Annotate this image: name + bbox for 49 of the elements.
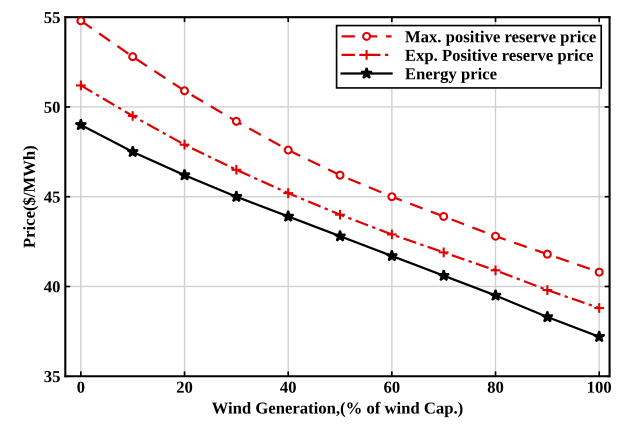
point (232, 116, 241, 126)
y-tick-label: 45 (44, 192, 60, 203)
point (230, 190, 243, 202)
y-tick-label: 35 (44, 370, 60, 382)
point (178, 138, 190, 151)
x-axis-title: Wind Generation,(% of wind Cap.) (212, 402, 462, 418)
point (491, 232, 500, 241)
point (592, 330, 606, 342)
point (542, 250, 552, 259)
point (74, 118, 88, 130)
point (282, 210, 295, 222)
point (336, 170, 345, 180)
x-tick-label: 100 (588, 382, 612, 393)
point (490, 264, 502, 276)
point (437, 269, 450, 282)
point (438, 246, 450, 258)
point (386, 249, 398, 262)
point (126, 145, 140, 158)
y-tick-label: 50 (44, 102, 60, 113)
point (284, 146, 293, 155)
y-tick-label: 40 (44, 281, 60, 292)
x-tick-label: 40 (280, 382, 296, 393)
x-tick-label: 0 (77, 382, 84, 393)
point (282, 187, 294, 200)
point (126, 110, 139, 122)
x-tick-label: 20 (176, 382, 192, 393)
y-axis-title: Price($/MWh) (22, 146, 38, 248)
point (230, 164, 242, 176)
point (386, 228, 398, 240)
x-tick-label: 80 (488, 382, 504, 393)
x-tick-label: 60 (384, 382, 400, 393)
point (334, 230, 346, 242)
point (387, 192, 396, 202)
legend-label: Energy price (405, 68, 497, 83)
point (178, 168, 191, 181)
y-tick-label: 55 (44, 12, 60, 24)
point (594, 268, 604, 277)
legend-label: Max. positive reserve price (405, 30, 596, 46)
point (74, 80, 87, 92)
point (593, 302, 606, 314)
point (76, 17, 86, 26)
legend-label: Exp. Positive reserve price (405, 49, 594, 64)
point (128, 52, 138, 62)
point (439, 212, 448, 221)
point (180, 86, 190, 96)
point (489, 288, 502, 302)
point (334, 208, 346, 221)
point (541, 284, 554, 296)
point (541, 310, 554, 323)
